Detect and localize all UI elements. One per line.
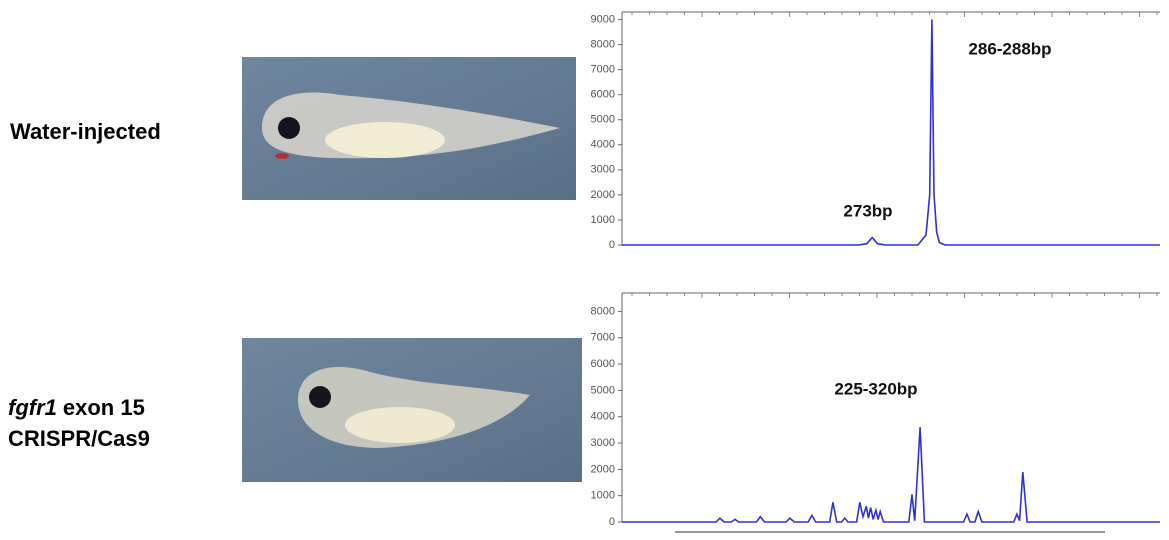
y-tick-label: 7000	[591, 64, 615, 76]
y-tick-label: 4000	[591, 139, 615, 151]
annotation: 286-288bp	[968, 39, 1051, 58]
row-label-part: exon 15	[63, 395, 145, 420]
y-tick-label: 3000	[591, 437, 615, 449]
y-tick-label: 5000	[591, 384, 615, 396]
y-tick-label: 2000	[591, 463, 615, 475]
annotation: 225-320bp	[834, 379, 917, 398]
photo-crispr	[242, 338, 582, 482]
y-tick-label: 9000	[591, 13, 615, 25]
row-label: Water-injected	[10, 119, 161, 144]
photo-water	[242, 57, 576, 200]
y-tick-label: 3000	[591, 164, 615, 176]
trace	[622, 19, 1160, 246]
row-label: fgfr1 exon 15	[8, 395, 145, 420]
y-tick-label: 2000	[591, 189, 615, 201]
trace	[622, 427, 1160, 523]
y-tick-label: 4000	[591, 411, 615, 423]
y-tick-label: 8000	[591, 38, 615, 50]
y-tick-label: 8000	[591, 305, 615, 317]
y-tick-label: 0	[609, 516, 615, 528]
y-tick-label: 0	[609, 239, 615, 251]
y-tick-label: 6000	[591, 89, 615, 101]
y-tick-label: 5000	[591, 114, 615, 126]
y-tick-label: 7000	[591, 332, 615, 344]
gene-name: fgfr1	[8, 395, 57, 420]
y-tick-label: 6000	[591, 358, 615, 370]
row-label: CRISPR/Cas9	[8, 426, 150, 451]
annotation: 273bp	[843, 201, 892, 220]
y-tick-label: 1000	[591, 490, 615, 502]
y-tick-label: 1000	[591, 214, 615, 226]
